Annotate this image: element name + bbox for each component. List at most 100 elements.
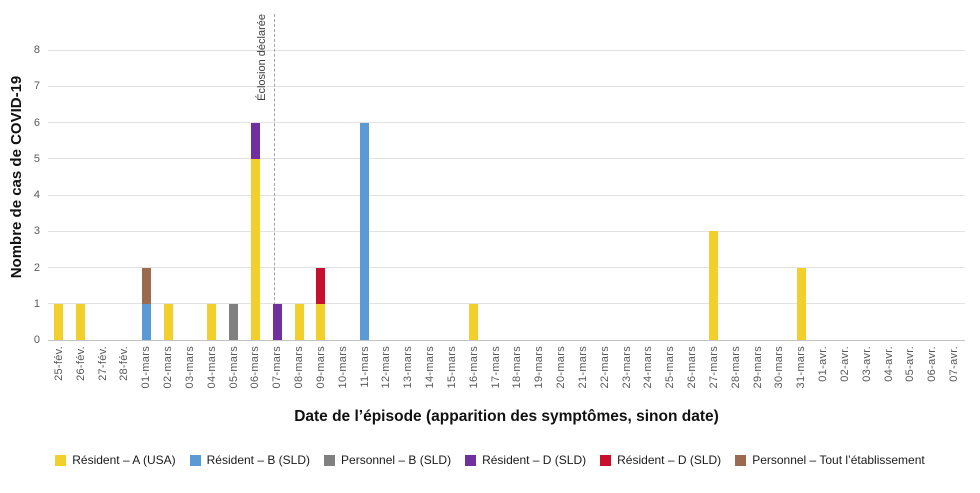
outbreak-declared-label: Éclosion déclarée	[255, 14, 268, 101]
legend-item: Résident – D (SLD)	[465, 453, 586, 467]
x-tick-text: 20-mars	[555, 346, 568, 389]
legend-swatch	[600, 454, 612, 466]
bar-segment	[709, 231, 719, 340]
x-tick-text: 21-mars	[576, 346, 589, 389]
bar-segment	[229, 303, 239, 340]
x-tick-text: 26-fév.	[74, 346, 87, 381]
x-tick-label: 11-mars	[354, 346, 376, 408]
x-tick-text: 16-mars	[467, 346, 480, 389]
x-tick-label: 24-mars	[638, 346, 660, 408]
x-tick-label: 03-mars	[179, 346, 201, 408]
legend-item: Résident – A (USA)	[55, 453, 176, 467]
x-tick-text: 23-mars	[620, 346, 633, 389]
x-tick-text: 18-mars	[511, 346, 524, 389]
x-tick-label: 21-mars	[572, 346, 594, 408]
x-tick-text: 02-mars	[162, 346, 175, 389]
x-tick-label: 12-mars	[376, 346, 398, 408]
gridline	[48, 158, 965, 160]
x-tick-label: 25-mars	[659, 346, 681, 408]
legend-item: Résident – D (SLD)	[600, 453, 721, 467]
x-tick-text: 07-mars	[271, 346, 284, 389]
legend-swatch	[55, 454, 67, 466]
x-tick-text: 30-mars	[773, 346, 786, 389]
x-tick-label: 02-mars	[157, 346, 179, 408]
y-tick-label: 1	[33, 297, 40, 310]
x-tick-label: 14-mars	[419, 346, 441, 408]
x-tick-label: 01-avr.	[812, 346, 834, 408]
x-tick-label: 26-mars	[681, 346, 703, 408]
gridline	[48, 85, 965, 87]
y-tick-label: 5	[33, 152, 40, 165]
x-tick-text: 11-mars	[358, 346, 371, 388]
x-tick-text: 28-fév.	[118, 346, 131, 381]
x-tick-label: 09-mars	[310, 346, 332, 408]
x-tick-text: 27-fév.	[96, 346, 109, 381]
x-tick-label: 03-avr.	[856, 346, 878, 408]
x-tick-text: 06-avr.	[926, 346, 939, 382]
bar-segment	[294, 303, 304, 340]
bar-segment	[250, 158, 260, 340]
y-tick-label: 7	[33, 80, 40, 93]
x-tick-text: 29-mars	[751, 346, 764, 389]
x-tick-text: 01-mars	[140, 346, 153, 389]
y-tick-label: 4	[33, 189, 40, 201]
legend-label: Résident – D (SLD)	[482, 453, 587, 467]
x-tick-text: 19-mars	[533, 346, 546, 389]
x-tick-label: 28-fév.	[114, 346, 136, 408]
x-tick-text: 25-mars	[664, 346, 677, 389]
plot-area: 0 1 2 3 4 5 6 7 8 Éclosion déclarée 25-fév. 26-fév.…	[34, 14, 965, 388]
legend-label: Résident – A (USA)	[72, 453, 176, 467]
legend-label: Personnel – B (SLD)	[341, 453, 452, 467]
bar-segment	[207, 303, 217, 340]
x-tick-text: 31-mars	[795, 346, 808, 389]
x-tick-text: 27-mars	[707, 346, 720, 389]
x-tick-label: 07-mars	[266, 346, 288, 408]
x-tick-label: 28-mars	[725, 346, 747, 408]
gridline	[48, 122, 965, 123]
bar-segment	[250, 122, 260, 159]
bar-segment	[272, 303, 282, 340]
gridline	[48, 194, 965, 196]
x-tick-text: 08-mars	[293, 346, 306, 389]
x-tick-text: 14-mars	[424, 346, 437, 389]
x-tick-label: 20-mars	[550, 346, 572, 408]
x-tick-text: 01-avr.	[817, 346, 830, 382]
bar-segment	[141, 267, 151, 304]
y-tick-label: 2	[33, 261, 40, 274]
legend-item: Personnel – Tout l’établissement	[735, 453, 925, 467]
x-tick-text: 28-mars	[729, 346, 742, 389]
x-tick-label: 25-fév.	[48, 346, 70, 408]
x-tick-text: 15-mars	[445, 346, 458, 389]
bar-segment	[360, 122, 370, 340]
x-tick-label: 27-mars	[703, 346, 725, 408]
x-tick-label: 05-avr.	[900, 346, 922, 408]
x-tick-label: 06-avr.	[921, 346, 943, 408]
bar-segment	[469, 303, 479, 340]
bar-segment	[54, 303, 64, 340]
x-tick-label: 18-mars	[507, 346, 529, 408]
x-tick-label: 26-fév.	[70, 346, 92, 408]
gridline	[48, 49, 965, 51]
x-tick-text: 17-mars	[489, 346, 502, 389]
x-tick-text: 03-mars	[183, 346, 196, 389]
bar-segment	[796, 267, 806, 340]
x-tick-label: 04-mars	[201, 346, 223, 408]
x-tick-label: 19-mars	[528, 346, 550, 408]
y-axis-title: Nombre de cas de COVID-19	[8, 75, 25, 279]
outbreak-declared-line	[273, 14, 275, 340]
legend-swatch	[189, 454, 201, 466]
x-tick-label: 02-avr.	[834, 346, 856, 408]
legend-label: Résident – D (SLD)	[617, 453, 722, 467]
x-tick-text: 02-avr.	[838, 346, 851, 382]
y-tick-label: 0	[33, 334, 40, 346]
x-tick-label: 16-mars	[463, 346, 485, 408]
x-tick-text: 05-avr.	[904, 346, 917, 382]
bar-segment	[76, 303, 86, 340]
x-tick-text: 13-mars	[402, 346, 415, 389]
bar-segment	[141, 303, 151, 340]
y-tick-label: 6	[33, 116, 40, 129]
gridline	[48, 267, 965, 268]
x-tick-text: 05-mars	[227, 346, 240, 389]
x-tick-text: 07-avr.	[948, 346, 961, 382]
